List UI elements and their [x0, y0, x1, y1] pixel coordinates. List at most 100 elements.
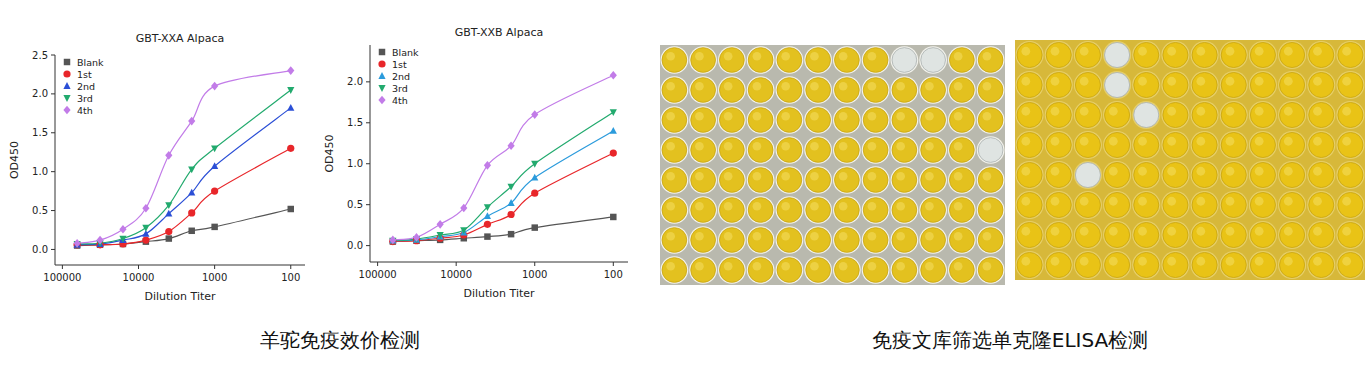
- well-rim: [1132, 101, 1160, 129]
- well-rim: [1307, 101, 1335, 129]
- yellow-well: [748, 198, 773, 223]
- yellow-well: [662, 168, 687, 193]
- well-highlight: [1313, 257, 1322, 266]
- legend-label: 1st: [392, 59, 407, 70]
- well-highlight: [839, 262, 848, 271]
- well-highlight: [1196, 137, 1205, 146]
- well-rim: [1191, 131, 1219, 159]
- clear-well: [1105, 42, 1130, 67]
- well-highlight: [1051, 257, 1060, 266]
- data-point: [165, 202, 172, 209]
- yellow-well: [1309, 162, 1334, 187]
- yellow-well: [1105, 102, 1130, 127]
- yellow-well: [691, 198, 716, 223]
- data-point: [531, 190, 538, 197]
- yellow-well: [1221, 102, 1246, 127]
- yellow-well: [662, 138, 687, 163]
- yellow-well: [720, 138, 745, 163]
- x-axis-label: Dilution Titer: [144, 290, 216, 303]
- well-highlight: [925, 232, 934, 241]
- yellow-well: [863, 48, 888, 73]
- well-highlight: [1080, 107, 1089, 116]
- well-rim: [1336, 71, 1364, 99]
- data-point: [460, 204, 467, 213]
- yellow-well: [1134, 252, 1159, 277]
- yellow-well: [1338, 192, 1363, 217]
- y-axis: [55, 55, 56, 265]
- well-rim: [689, 106, 717, 134]
- well-rim: [1220, 131, 1248, 159]
- well-rim: [1249, 161, 1277, 189]
- yellow-well: [1280, 222, 1305, 247]
- well-rim: [689, 226, 717, 254]
- well-rim: [919, 76, 947, 104]
- yellow-well: [1075, 102, 1100, 127]
- well-highlight: [1196, 167, 1205, 176]
- series-line: [77, 71, 291, 244]
- well-rim: [1220, 101, 1248, 129]
- data-point: [288, 206, 294, 212]
- well-rim: [891, 166, 919, 194]
- yellow-well: [1163, 162, 1188, 187]
- data-point: [389, 236, 396, 245]
- caption: 羊驼免疫效价检测: [260, 328, 420, 352]
- yellow-well: [1309, 222, 1334, 247]
- yellow-well: [1017, 132, 1042, 157]
- well-highlight: [1284, 197, 1293, 206]
- well-rim: [1307, 161, 1335, 189]
- data-point: [531, 110, 538, 119]
- y-tick: [51, 210, 55, 211]
- well-rim: [1074, 251, 1102, 279]
- well-highlight: [1051, 77, 1060, 86]
- yellow-well: [1250, 222, 1275, 247]
- y-tick-label: 1.0: [32, 166, 48, 177]
- well-rim: [1016, 131, 1044, 159]
- well-highlight: [724, 202, 733, 211]
- data-point: [531, 224, 537, 230]
- legend-label: Blank: [392, 47, 419, 58]
- well-rim: [1074, 191, 1102, 219]
- well-highlight: [666, 52, 675, 61]
- data-point: [211, 82, 218, 91]
- y-tick: [51, 171, 55, 172]
- yellow-well: [720, 168, 745, 193]
- well-rim: [862, 256, 890, 284]
- well-rim: [804, 46, 832, 74]
- well-rim: [1336, 41, 1364, 69]
- well-rim: [977, 226, 1005, 254]
- well-rim: [1336, 191, 1364, 219]
- well-rim: [747, 136, 775, 164]
- y-tick-label: 0.5: [347, 199, 363, 210]
- well-highlight: [666, 172, 675, 181]
- well-rim: [948, 226, 976, 254]
- well-highlight: [868, 232, 877, 241]
- yellow-well: [1046, 42, 1071, 67]
- well-highlight: [1342, 137, 1351, 146]
- legend-marker: [378, 96, 385, 105]
- y-tick: [51, 55, 55, 56]
- well-highlight: [1196, 47, 1205, 56]
- yellow-well: [806, 168, 831, 193]
- well-highlight: [781, 52, 790, 61]
- well-highlight: [954, 202, 963, 211]
- series-line: [77, 148, 291, 245]
- yellow-well: [1075, 42, 1100, 67]
- well-highlight: [1138, 137, 1147, 146]
- yellow-well: [863, 108, 888, 133]
- well-highlight: [1109, 197, 1118, 206]
- well-highlight: [695, 112, 704, 121]
- well-highlight: [925, 172, 934, 181]
- well-rim: [776, 76, 804, 104]
- x-tick: [377, 262, 378, 266]
- well-rim: [689, 76, 717, 104]
- yellow-well: [806, 108, 831, 133]
- well-highlight: [1196, 257, 1205, 266]
- y-tick-label: 1.5: [347, 117, 363, 128]
- well-highlight: [925, 262, 934, 271]
- well-rim: [1016, 191, 1044, 219]
- well-highlight: [753, 172, 762, 181]
- background: [0, 0, 1372, 376]
- clear-well: [1105, 72, 1130, 97]
- well-highlight: [1167, 257, 1176, 266]
- well-highlight: [781, 112, 790, 121]
